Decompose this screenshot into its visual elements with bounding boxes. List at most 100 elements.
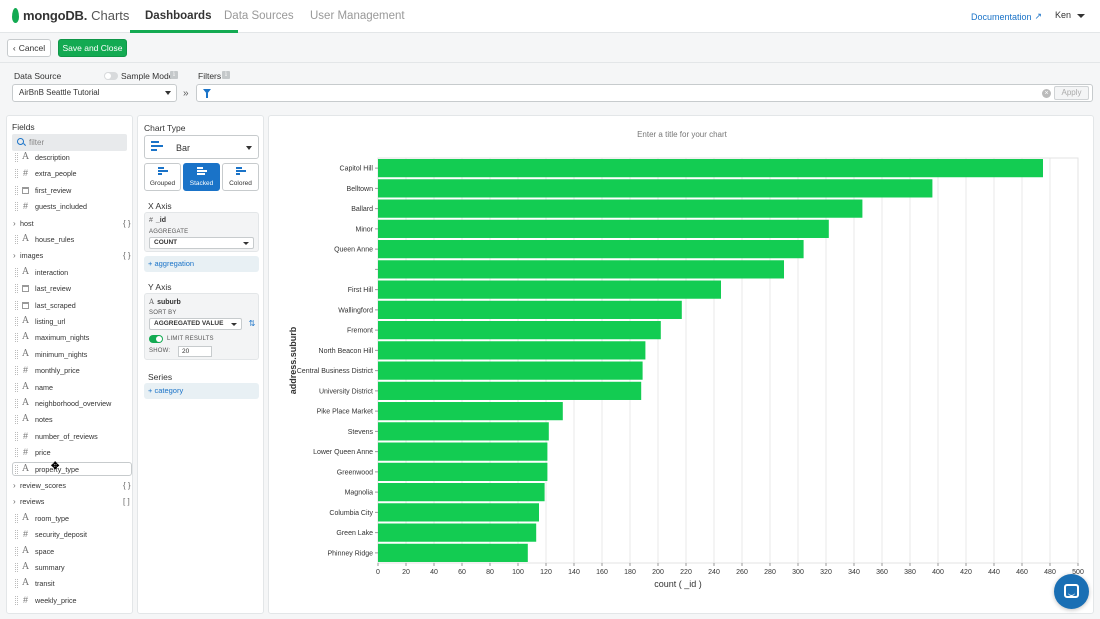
user-menu[interactable]: Ken <box>1055 10 1072 20</box>
filter-input[interactable]: × Apply <box>196 84 1093 102</box>
drag-handle-icon[interactable] <box>15 464 18 474</box>
field-item[interactable]: last_review <box>7 281 132 297</box>
bar[interactable] <box>378 402 563 421</box>
field-item[interactable]: first_review <box>7 183 132 199</box>
drag-handle-icon[interactable] <box>15 399 18 408</box>
drag-handle-icon[interactable] <box>15 382 18 392</box>
variant-colored[interactable]: Colored <box>222 163 259 191</box>
collapse-double-chevron-icon[interactable]: » <box>183 88 189 99</box>
field-item[interactable]: › host { } <box>7 216 132 232</box>
bar[interactable] <box>378 523 537 542</box>
bar[interactable] <box>378 381 642 400</box>
apply-button[interactable]: Apply <box>1054 86 1089 100</box>
drag-handle-icon[interactable] <box>15 317 18 326</box>
drag-handle-icon[interactable] <box>15 235 18 244</box>
drag-handle-icon[interactable] <box>15 530 18 540</box>
drag-handle-icon[interactable] <box>15 267 18 277</box>
documentation-link[interactable]: Documentation ↗ <box>971 11 1042 22</box>
field-item[interactable]: # number_of_reviews <box>7 429 132 445</box>
save-and-close-button[interactable]: Save and Close <box>58 39 127 57</box>
field-item[interactable]: # extra_people <box>7 166 132 182</box>
bar[interactable] <box>378 179 933 198</box>
bar[interactable] <box>378 219 829 238</box>
field-item[interactable]: last_scraped <box>7 298 132 314</box>
drag-handle-icon[interactable] <box>15 546 18 556</box>
field-item[interactable]: # weekly_price <box>7 593 132 609</box>
bar[interactable] <box>378 442 548 461</box>
sort-by-select[interactable]: AGGREGATED VALUE <box>149 318 242 330</box>
drag-handle-icon[interactable] <box>15 431 18 441</box>
drag-handle-icon[interactable] <box>15 284 18 294</box>
mongodb-charts-logo[interactable]: mongoDB. Charts <box>12 8 129 23</box>
bar[interactable] <box>378 260 784 279</box>
bar[interactable] <box>378 361 643 380</box>
drag-handle-icon[interactable] <box>15 595 18 605</box>
data-source-select[interactable]: AirBnB Seattle Tutorial <box>12 84 177 102</box>
tab-data-sources[interactable]: Data Sources <box>224 10 294 22</box>
sample-mode-info-icon[interactable]: i <box>170 71 178 79</box>
bar[interactable] <box>378 462 548 481</box>
variant-stacked[interactable]: Stacked <box>183 163 220 191</box>
drag-handle-icon[interactable] <box>15 202 18 212</box>
expand-chevron-icon[interactable]: › <box>13 481 16 490</box>
filters-info-icon[interactable]: i <box>222 71 230 79</box>
show-count-input[interactable]: 20 <box>178 346 212 357</box>
add-category-button[interactable]: + category <box>144 383 259 399</box>
add-aggregation-button[interactable]: + aggregation <box>144 256 259 272</box>
bar[interactable] <box>378 240 804 259</box>
field-item[interactable]: # price <box>7 445 132 461</box>
drag-handle-icon[interactable] <box>15 579 18 589</box>
cancel-button[interactable]: ‹ Cancel <box>7 39 51 57</box>
limit-results-toggle[interactable] <box>149 335 163 343</box>
chat-launcher-button[interactable] <box>1054 574 1089 609</box>
drag-handle-icon[interactable] <box>15 448 18 458</box>
bar[interactable] <box>378 321 661 340</box>
field-item[interactable]: # guests_included <box>7 199 132 215</box>
expand-chevron-icon[interactable]: › <box>13 251 16 261</box>
drag-handle-icon[interactable] <box>15 185 18 195</box>
field-search-input[interactable]: filter <box>12 134 127 151</box>
drag-handle-icon[interactable] <box>15 366 18 376</box>
drag-handle-icon[interactable] <box>15 300 18 310</box>
sample-mode-toggle[interactable] <box>104 72 118 80</box>
expand-chevron-icon[interactable]: › <box>13 497 16 507</box>
drag-handle-icon[interactable] <box>15 563 18 572</box>
field-item[interactable]: › reviews [ ] <box>7 494 132 510</box>
field-item[interactable]: # monthly_price <box>7 363 132 379</box>
bar[interactable] <box>378 543 528 562</box>
user-menu-caret-icon[interactable] <box>1077 14 1085 18</box>
sort-direction-icon[interactable]: ⇅ <box>248 319 256 328</box>
tab-user-management[interactable]: User Management <box>310 10 405 22</box>
bar[interactable] <box>378 503 539 522</box>
bar[interactable] <box>378 483 545 502</box>
bar[interactable] <box>378 300 682 319</box>
field-item[interactable]: › review_scores { } <box>7 478 132 494</box>
drag-handle-icon[interactable] <box>15 415 18 425</box>
field-item[interactable]: › images { } <box>7 248 132 264</box>
bar[interactable] <box>378 159 1043 178</box>
x-axis-encoding-card[interactable]: # _id AGGREGATE COUNT <box>144 212 259 252</box>
aggregate-select[interactable]: COUNT <box>149 237 254 249</box>
field-item[interactable]: # security_deposit <box>7 527 132 543</box>
bar[interactable] <box>378 280 721 299</box>
chart-type-select[interactable]: Bar <box>144 135 259 159</box>
tab-dashboards[interactable]: Dashboards <box>145 10 212 22</box>
bar[interactable] <box>378 422 549 441</box>
expand-chevron-icon[interactable]: › <box>13 218 16 228</box>
bar[interactable] <box>378 199 863 218</box>
